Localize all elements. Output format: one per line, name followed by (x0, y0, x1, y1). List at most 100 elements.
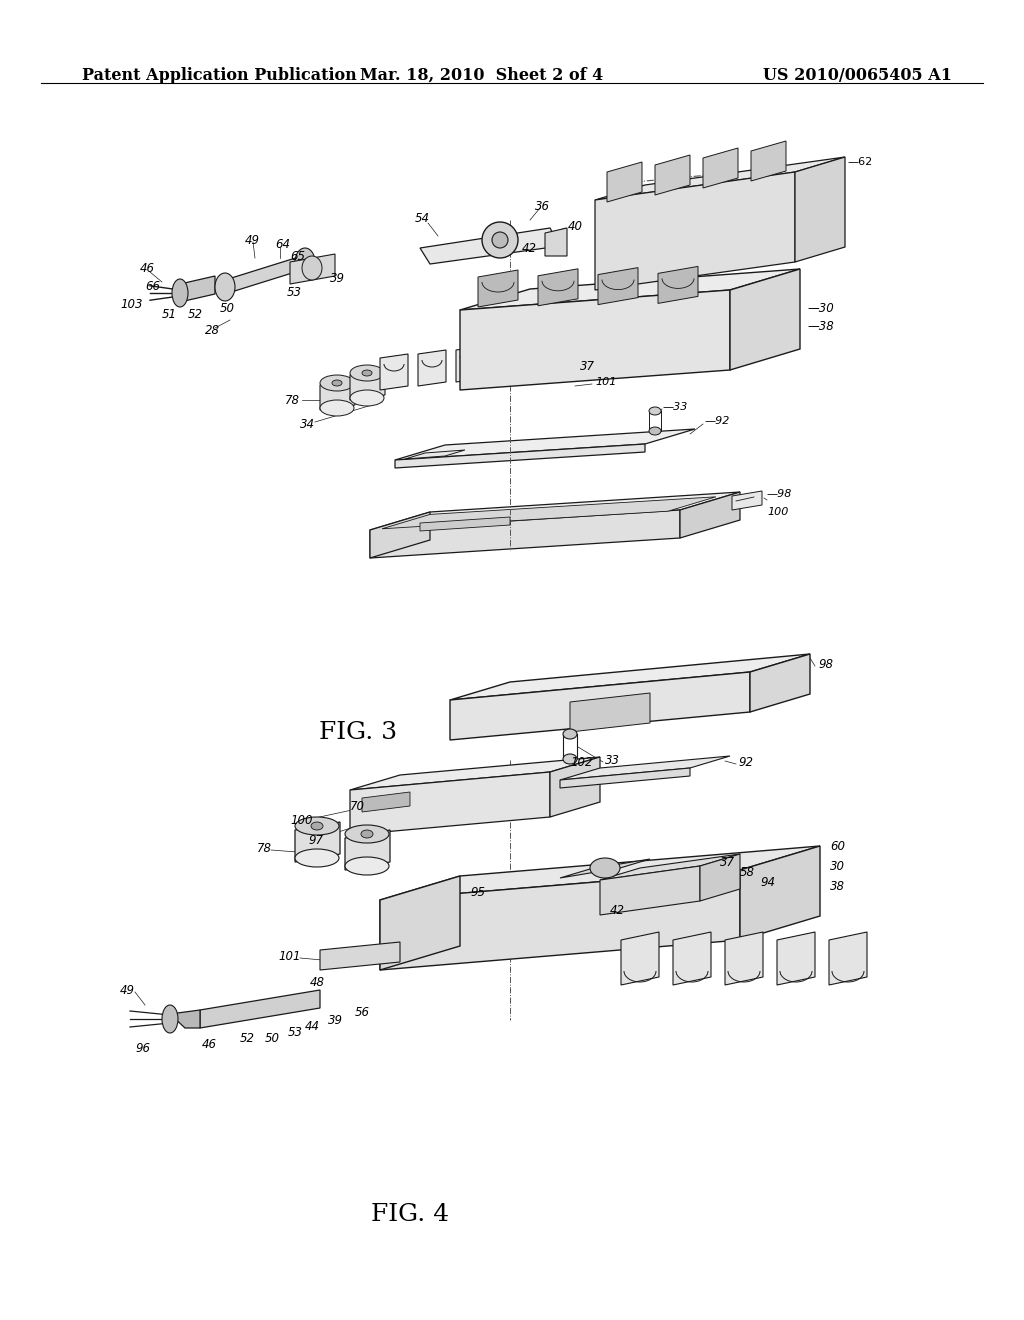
Ellipse shape (295, 817, 339, 836)
Polygon shape (295, 822, 340, 862)
Polygon shape (598, 268, 638, 305)
Ellipse shape (319, 400, 354, 416)
Text: 103: 103 (120, 297, 142, 310)
Polygon shape (370, 510, 680, 558)
Text: 39: 39 (328, 1014, 343, 1027)
Ellipse shape (482, 222, 518, 257)
Text: US 2010/0065405 A1: US 2010/0065405 A1 (763, 67, 952, 83)
Ellipse shape (332, 380, 342, 385)
Polygon shape (350, 756, 600, 789)
Ellipse shape (215, 273, 234, 301)
Polygon shape (362, 792, 410, 812)
Ellipse shape (295, 248, 315, 276)
Polygon shape (370, 492, 740, 531)
Ellipse shape (302, 256, 322, 280)
Polygon shape (560, 768, 690, 788)
Polygon shape (700, 854, 740, 902)
Ellipse shape (563, 754, 577, 764)
Ellipse shape (492, 232, 508, 248)
Polygon shape (560, 342, 585, 374)
Text: 100: 100 (767, 507, 788, 517)
Text: 58: 58 (740, 866, 755, 879)
Text: —33: —33 (663, 403, 688, 412)
Ellipse shape (172, 279, 188, 308)
Text: 46: 46 (202, 1039, 217, 1052)
Text: 40: 40 (568, 219, 583, 232)
Polygon shape (420, 228, 560, 264)
Polygon shape (319, 380, 355, 411)
Text: 28: 28 (205, 323, 220, 337)
Polygon shape (600, 854, 740, 880)
Text: 37: 37 (720, 855, 735, 869)
Text: 46: 46 (140, 263, 155, 276)
Polygon shape (319, 942, 400, 970)
Polygon shape (418, 350, 446, 385)
Polygon shape (170, 1010, 200, 1028)
Ellipse shape (362, 370, 372, 376)
Text: 100: 100 (290, 813, 312, 826)
Polygon shape (350, 370, 385, 400)
Polygon shape (225, 255, 305, 294)
Text: 30: 30 (830, 859, 845, 873)
Text: FIG. 3: FIG. 3 (319, 721, 397, 744)
Text: 53: 53 (287, 285, 302, 298)
Ellipse shape (295, 849, 339, 867)
Text: Patent Application Publication: Patent Application Publication (82, 67, 356, 83)
Text: —30: —30 (808, 302, 835, 315)
Text: FIG. 4: FIG. 4 (371, 1203, 449, 1226)
Text: 66: 66 (145, 280, 160, 293)
Polygon shape (380, 354, 408, 389)
Text: 42: 42 (522, 242, 537, 255)
Polygon shape (545, 228, 567, 256)
Polygon shape (703, 148, 738, 187)
Text: 97: 97 (308, 833, 323, 846)
Polygon shape (525, 348, 550, 380)
Text: 33: 33 (605, 754, 620, 767)
Text: 51: 51 (162, 308, 177, 321)
Text: 95: 95 (470, 886, 485, 899)
Ellipse shape (361, 830, 373, 838)
Polygon shape (420, 517, 510, 531)
Polygon shape (725, 932, 763, 985)
Text: 101: 101 (595, 378, 616, 387)
Polygon shape (345, 830, 390, 870)
Text: 52: 52 (188, 308, 203, 321)
Text: —38: —38 (808, 321, 835, 334)
Ellipse shape (319, 375, 354, 391)
Polygon shape (740, 846, 820, 940)
Text: 54: 54 (415, 211, 430, 224)
Polygon shape (450, 672, 750, 741)
Text: 60: 60 (830, 840, 845, 853)
Polygon shape (829, 932, 867, 985)
Text: 56: 56 (355, 1006, 370, 1019)
Polygon shape (550, 756, 600, 817)
Ellipse shape (350, 389, 384, 407)
Text: 38: 38 (830, 879, 845, 892)
Polygon shape (751, 141, 786, 181)
Polygon shape (560, 859, 650, 878)
Text: 92: 92 (738, 755, 753, 768)
Polygon shape (478, 271, 518, 308)
Polygon shape (732, 491, 762, 510)
Polygon shape (673, 932, 711, 985)
Polygon shape (395, 429, 695, 459)
Ellipse shape (590, 858, 620, 878)
Polygon shape (380, 870, 740, 970)
Polygon shape (460, 290, 730, 389)
Text: 49: 49 (245, 234, 260, 247)
Polygon shape (680, 492, 740, 539)
Polygon shape (180, 276, 215, 302)
Polygon shape (570, 693, 650, 733)
Text: 42: 42 (610, 903, 625, 916)
Text: 65: 65 (290, 249, 305, 263)
Text: 78: 78 (285, 393, 300, 407)
Text: —62: —62 (847, 157, 872, 168)
Ellipse shape (350, 366, 384, 381)
Text: 96: 96 (135, 1041, 150, 1055)
Text: 101: 101 (278, 949, 300, 962)
Text: 98: 98 (818, 657, 833, 671)
Polygon shape (595, 157, 845, 201)
Text: 102: 102 (570, 755, 593, 768)
Text: —98: —98 (767, 488, 793, 499)
Text: 36: 36 (535, 199, 550, 213)
